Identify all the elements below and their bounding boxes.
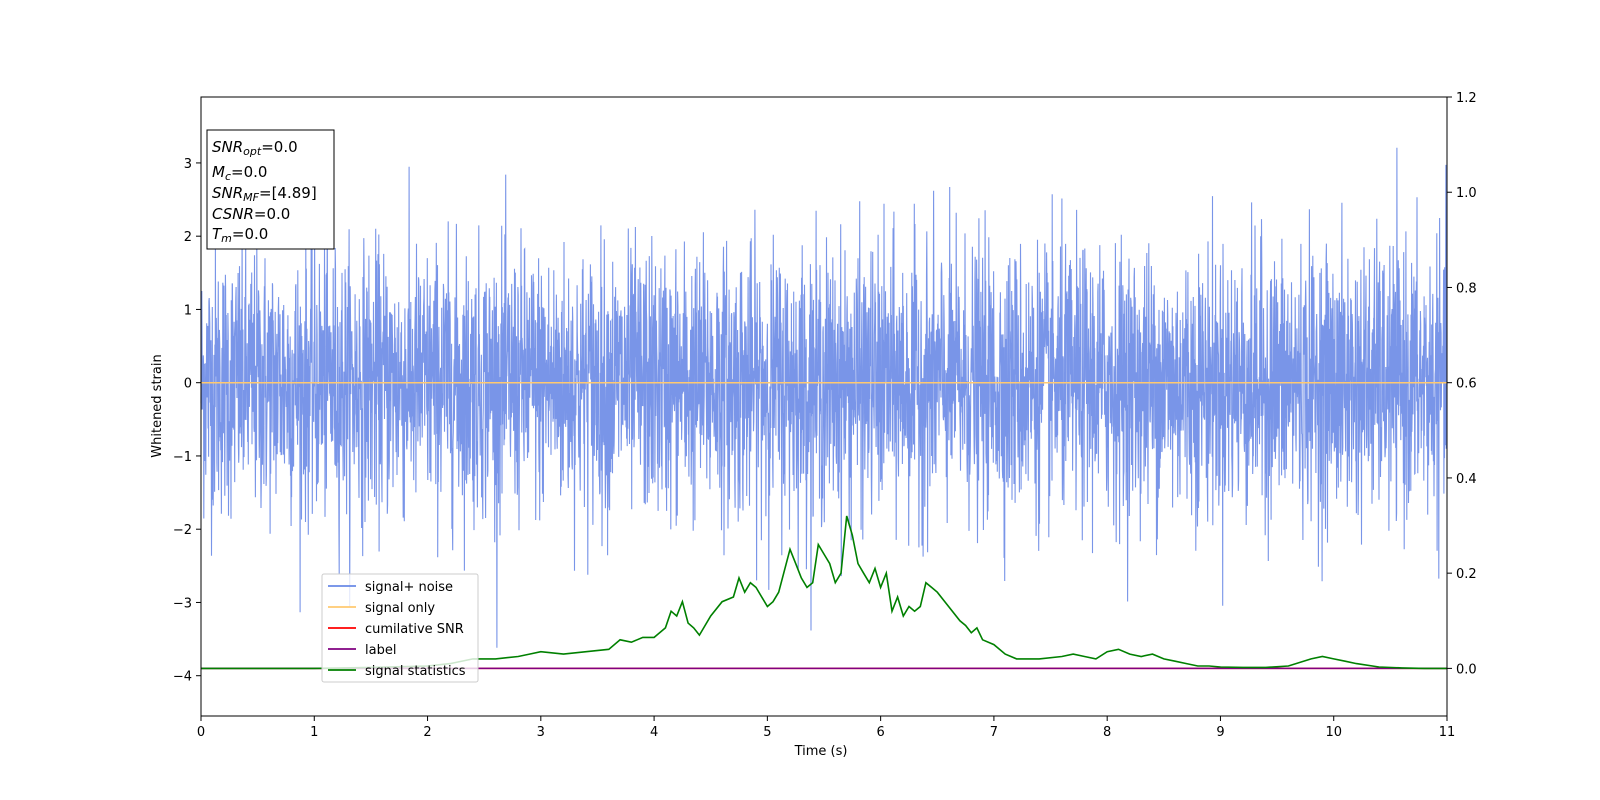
x-tick-label: 9 (1216, 725, 1224, 740)
x-tick-label: 10 (1325, 725, 1342, 740)
info-tm: Tm=0.0 (212, 225, 268, 245)
info-box: SNRopt=0.0 Mc=0.0 SNRMF=[4.89] CSNR=0.0 … (206, 129, 335, 250)
y-right-tick-label: 0.2 (1456, 567, 1477, 582)
info-snr-opt-value: =0.0 (261, 138, 297, 156)
info-snr-opt: SNRopt=0.0 (212, 138, 298, 158)
x-axis-title: Time (s) (794, 744, 848, 759)
y-right-tick-label: 0.6 (1456, 377, 1477, 392)
y-right-tick-label: 0.8 (1456, 281, 1477, 296)
legend-label: label (365, 643, 396, 658)
x-tick-label: 3 (537, 725, 545, 740)
x-tick-label: 1 (310, 725, 318, 740)
info-tm-label: T (212, 225, 223, 243)
y-axis-title: Whitened strain (150, 354, 165, 457)
info-csnr-label: CSNR (212, 205, 254, 223)
legend-label: signal+ noise (365, 580, 453, 595)
x-tick-label: 6 (876, 725, 884, 740)
y-left-tick-label: 3 (184, 157, 192, 172)
x-axis-ticks: 0 1 2 3 4 5 6 7 8 9 10 11 (197, 716, 1455, 740)
y-right-tick-label: 1.2 (1456, 91, 1477, 106)
x-tick-label: 0 (197, 725, 205, 740)
y-right-tick-label: 1.0 (1456, 186, 1477, 201)
info-box-frame (206, 129, 335, 250)
series-signal-noise (200, 147, 1448, 648)
info-csnr-value: =0.0 (254, 205, 290, 223)
legend-label: signal statistics (365, 664, 466, 679)
y-left-axis-ticks: −4 −3 −2 −1 0 1 2 3 (173, 157, 201, 685)
legend-label: signal only (365, 601, 435, 616)
info-csnr: CSNR=0.0 (212, 205, 290, 223)
legend-label: cumilative SNR (365, 622, 464, 637)
info-snr-mf-value: =[4.89] (259, 184, 317, 202)
legend-frame (321, 573, 479, 683)
info-mc-value: =0.0 (231, 163, 267, 181)
info-tm-value: =0.0 (232, 225, 268, 243)
info-snr-opt-label: SNR (212, 138, 243, 156)
info-snr-mf: SNRMF=[4.89] (212, 184, 317, 204)
x-tick-label: 5 (763, 725, 771, 740)
y-left-tick-label: −4 (173, 670, 192, 685)
x-tick-label: 2 (423, 725, 431, 740)
x-tick-label: 7 (990, 725, 998, 740)
y-left-tick-label: 0 (184, 377, 192, 392)
y-right-axis-ticks: 0.0 0.2 0.4 0.6 0.8 1.0 1.2 (1447, 91, 1477, 677)
axes-frame (200, 96, 1448, 717)
x-tick-label: 8 (1103, 725, 1111, 740)
y-left-tick-label: −1 (173, 450, 192, 465)
y-left-tick-label: 2 (184, 230, 192, 245)
info-mc: Mc=0.0 (212, 163, 267, 183)
info-tm-sub: m (221, 232, 232, 245)
y-left-tick-label: −2 (173, 523, 192, 538)
x-tick-label: 11 (1439, 725, 1456, 740)
y-right-tick-label: 0.4 (1456, 472, 1477, 487)
y-right-tick-label: 0.0 (1456, 662, 1477, 677)
y-left-tick-label: 1 (184, 303, 192, 318)
info-mc-sub: c (225, 170, 231, 183)
info-snr-mf-label: SNR (212, 184, 243, 202)
info-snr-mf-sub: MF (243, 191, 259, 204)
info-snr-opt-sub: opt (243, 145, 262, 158)
x-tick-label: 4 (650, 725, 658, 740)
series-signal-statistics (201, 515, 1447, 670)
legend: signal+ noise signal only cumilative SNR la… (321, 573, 479, 683)
info-mc-label: M (212, 163, 225, 181)
y-left-tick-label: −3 (173, 596, 192, 611)
